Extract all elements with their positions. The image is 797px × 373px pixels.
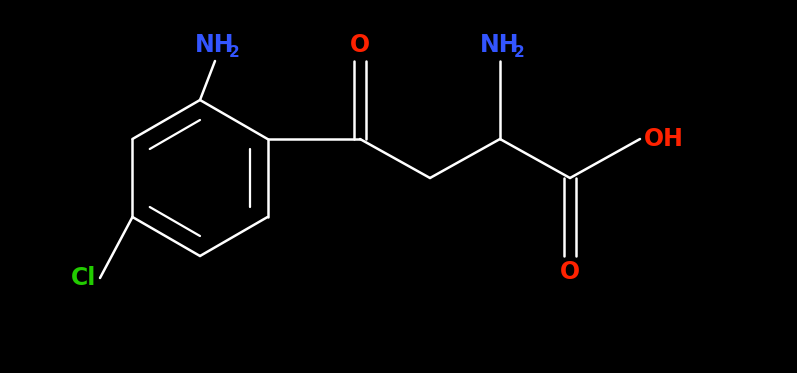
Text: Cl: Cl — [71, 266, 96, 290]
Text: 2: 2 — [514, 45, 524, 60]
Text: O: O — [350, 33, 370, 57]
Text: NH: NH — [481, 33, 520, 57]
Text: OH: OH — [644, 127, 684, 151]
Text: 2: 2 — [229, 45, 240, 60]
Text: O: O — [560, 260, 580, 284]
Text: NH: NH — [195, 33, 235, 57]
